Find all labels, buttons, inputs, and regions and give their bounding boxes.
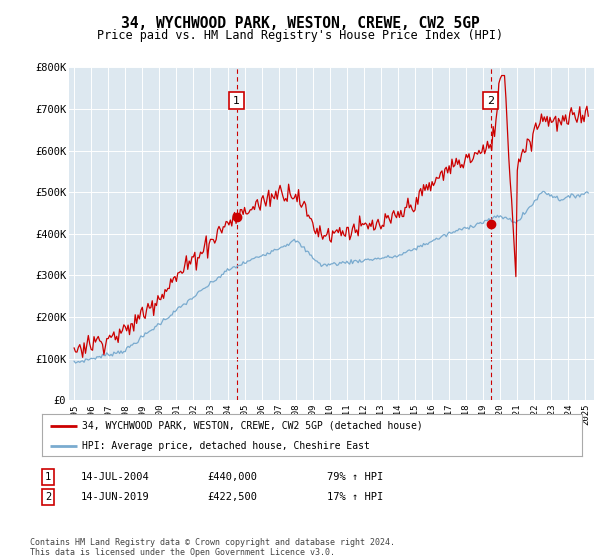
Text: HPI: Average price, detached house, Cheshire East: HPI: Average price, detached house, Ches… bbox=[83, 441, 370, 451]
Text: £440,000: £440,000 bbox=[207, 472, 257, 482]
Text: 14-JUN-2019: 14-JUN-2019 bbox=[81, 492, 150, 502]
Text: 14-JUL-2004: 14-JUL-2004 bbox=[81, 472, 150, 482]
Text: 34, WYCHWOOD PARK, WESTON, CREWE, CW2 5GP (detached house): 34, WYCHWOOD PARK, WESTON, CREWE, CW2 5G… bbox=[83, 421, 423, 431]
Text: 79% ↑ HPI: 79% ↑ HPI bbox=[327, 472, 383, 482]
Text: 1: 1 bbox=[45, 472, 51, 482]
Text: 17% ↑ HPI: 17% ↑ HPI bbox=[327, 492, 383, 502]
Text: Contains HM Land Registry data © Crown copyright and database right 2024.
This d: Contains HM Land Registry data © Crown c… bbox=[30, 538, 395, 557]
Text: 2: 2 bbox=[487, 96, 494, 105]
Text: 1: 1 bbox=[233, 96, 240, 105]
Text: £422,500: £422,500 bbox=[207, 492, 257, 502]
Text: 2: 2 bbox=[45, 492, 51, 502]
Text: 34, WYCHWOOD PARK, WESTON, CREWE, CW2 5GP: 34, WYCHWOOD PARK, WESTON, CREWE, CW2 5G… bbox=[121, 16, 479, 31]
Text: Price paid vs. HM Land Registry's House Price Index (HPI): Price paid vs. HM Land Registry's House … bbox=[97, 29, 503, 42]
